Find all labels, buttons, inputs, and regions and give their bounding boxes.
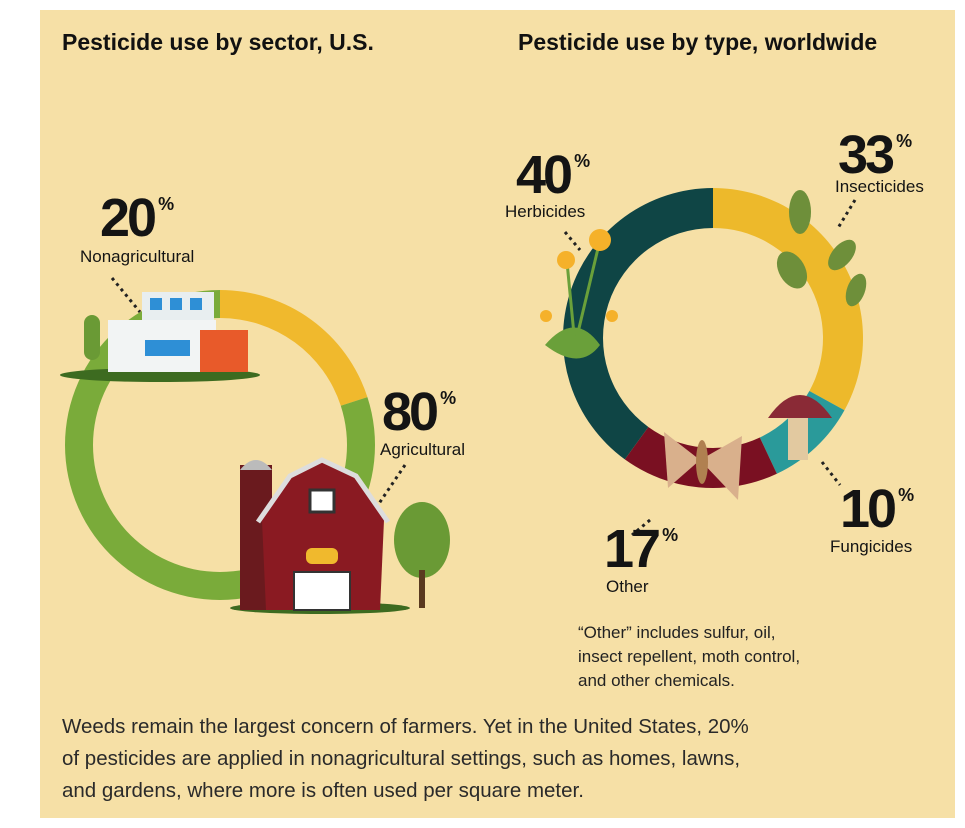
hay [306, 548, 338, 564]
note-line: “Other” includes sulfur, oil, [578, 623, 775, 642]
flower [557, 251, 575, 269]
note-line: insect repellent, moth control, [578, 647, 800, 666]
chart-title: Pesticide use by sector, U.S. [62, 29, 374, 55]
category-label: Fungicides [830, 537, 912, 556]
value-unit: % [662, 525, 678, 545]
infographic: Pesticide use by sector, U.S. 20% Nonagric… [0, 0, 965, 828]
category-label: Agricultural [380, 440, 465, 459]
barn-door [294, 572, 350, 610]
caption-line: of pesticides are applied in nonagricult… [62, 747, 740, 770]
category-label: Insecticides [835, 177, 924, 196]
value-label: 80 [382, 382, 437, 442]
value-label: 20 [100, 188, 155, 248]
window [170, 298, 182, 310]
category-label: Herbicides [505, 202, 585, 221]
caption-line: Weeds remain the largest concern of farm… [62, 715, 749, 738]
flower [606, 310, 618, 322]
category-label: Other [606, 577, 649, 596]
caption-line: and gardens, where more is often used pe… [62, 779, 584, 802]
bug [789, 190, 811, 234]
barn-window [310, 490, 334, 512]
window [150, 298, 162, 310]
value-unit: % [896, 131, 912, 151]
moth-body [696, 440, 708, 484]
value-unit: % [158, 194, 174, 214]
value-unit: % [440, 388, 456, 408]
value-label: 17 [604, 519, 659, 579]
garage [200, 330, 248, 372]
window [145, 340, 190, 356]
chart-title: Pesticide use by type, worldwide [518, 29, 877, 55]
flower [589, 229, 611, 251]
flower [540, 310, 552, 322]
trunk [419, 570, 425, 608]
value-label: 10 [840, 479, 895, 539]
category-label: Nonagricultural [80, 247, 194, 266]
tree [394, 502, 450, 578]
window [190, 298, 202, 310]
mushroom-stem [788, 418, 808, 460]
tree [84, 315, 100, 360]
note-line: and other chemicals. [578, 671, 735, 690]
value-unit: % [574, 151, 590, 171]
value-unit: % [898, 485, 914, 505]
value-label: 40 [516, 145, 571, 205]
value-label: 33 [838, 125, 894, 185]
